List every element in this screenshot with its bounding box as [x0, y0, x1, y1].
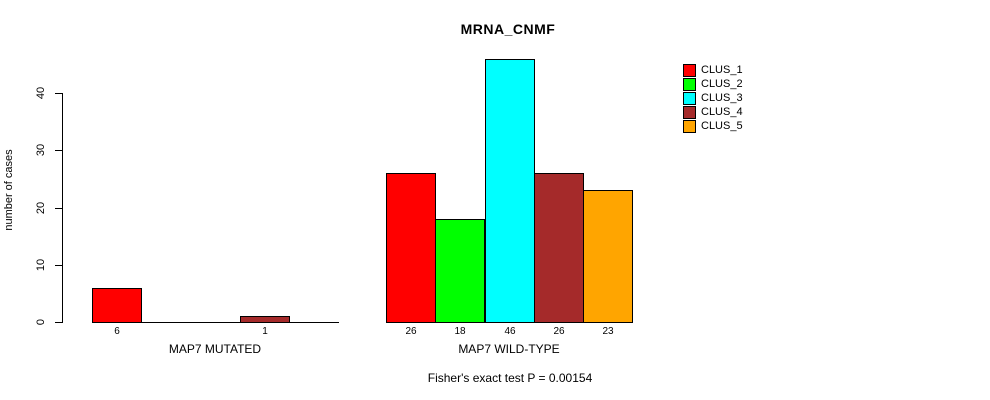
legend-swatch-icon: [683, 78, 696, 91]
bar-value-label: 23: [602, 326, 614, 337]
zero-height-bar-CLUS_5: [289, 322, 339, 323]
chart-title: MRNA_CNMF: [460, 21, 556, 37]
y-axis-tick: [55, 93, 62, 94]
bar-CLUS_3: [485, 59, 535, 323]
y-tick-label: 0: [35, 318, 47, 326]
legend-item-CLUS_5: CLUS_5: [683, 120, 743, 133]
legend-label: CLUS_4: [701, 106, 743, 118]
legend-swatch-icon: [683, 120, 696, 133]
bar-value-label: 1: [262, 326, 268, 337]
y-tick-label: 40: [35, 86, 47, 100]
fisher-test-annotation: Fisher's exact test P = 0.00154: [427, 371, 593, 385]
legend-label: CLUS_1: [701, 64, 743, 76]
y-axis-line: [62, 93, 63, 323]
group-label-map7-wild-type: MAP7 WILD-TYPE: [458, 342, 560, 356]
legend-swatch-icon: [683, 106, 696, 119]
bar-value-label: 6: [114, 326, 120, 337]
legend-swatch-icon: [683, 92, 696, 105]
legend-item-CLUS_2: CLUS_2: [683, 78, 743, 91]
bar-value-label: 26: [553, 326, 565, 337]
group-label-map7-mutated: MAP7 MUTATED: [168, 342, 262, 356]
legend-swatch-icon: [683, 64, 696, 77]
legend-item-CLUS_3: CLUS_3: [683, 92, 743, 105]
legend: CLUS_1 CLUS_2 CLUS_3 CLUS_4 CLUS_5: [683, 64, 743, 134]
y-axis-tick: [55, 150, 62, 151]
y-tick-label: 10: [35, 258, 47, 272]
legend-label: CLUS_3: [701, 92, 743, 104]
bar-CLUS_4: [240, 316, 290, 323]
y-axis-label: number of cases: [3, 149, 15, 231]
bar-CLUS_1: [386, 173, 436, 323]
zero-height-bar-CLUS_2: [142, 322, 192, 323]
legend-item-CLUS_1: CLUS_1: [683, 64, 743, 77]
bar-value-label: 18: [454, 326, 466, 337]
legend-label: CLUS_5: [701, 120, 743, 132]
bar-value-label: 46: [504, 326, 516, 337]
y-tick-label: 30: [35, 143, 47, 157]
bar-value-label: 26: [405, 326, 417, 337]
y-axis-tick: [55, 265, 62, 266]
bar-CLUS_2: [435, 219, 485, 323]
y-axis-tick: [55, 322, 62, 323]
bar-CLUS_4: [534, 173, 584, 323]
y-axis-tick: [55, 208, 62, 209]
zero-height-bar-CLUS_3: [191, 322, 241, 323]
bar-CLUS_5: [583, 190, 633, 323]
bar-CLUS_1: [92, 288, 142, 323]
legend-label: CLUS_2: [701, 78, 743, 90]
legend-item-CLUS_4: CLUS_4: [683, 106, 743, 119]
y-tick-label: 20: [35, 201, 47, 215]
